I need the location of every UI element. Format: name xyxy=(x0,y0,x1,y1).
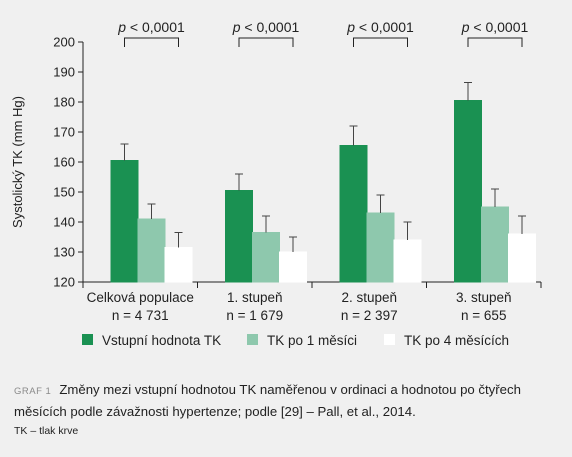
bar xyxy=(164,247,193,283)
y-axis-label: Systolický TK (mm Hg) xyxy=(10,96,25,228)
legend-label: TK po 1 měsíci xyxy=(267,333,357,348)
y-tick-label: 170 xyxy=(53,125,75,140)
y-tick-label: 140 xyxy=(53,215,75,230)
bar xyxy=(137,218,166,283)
legend-swatch xyxy=(384,334,395,345)
category-label: 3. stupeň xyxy=(456,290,512,305)
bar-chart: 120 130 140 150 160 170 180 190 200 Systolický TK… xyxy=(10,19,542,348)
caption-label: GRAF 1 xyxy=(14,386,52,397)
legend-label: TK po 4 měsících xyxy=(404,333,509,348)
significance-bracket xyxy=(124,37,179,47)
y-tick-label: 190 xyxy=(53,65,75,80)
y-tick-label: 180 xyxy=(53,95,75,110)
bar xyxy=(339,145,368,283)
legend-swatch xyxy=(82,334,93,345)
significance-bracket xyxy=(467,37,523,47)
significance-label: p < 0,0001 xyxy=(232,19,300,35)
y-tick-label: 130 xyxy=(53,245,75,260)
bar xyxy=(508,233,536,283)
significance-bracket xyxy=(238,37,294,47)
category-n-label: n = 655 xyxy=(461,308,506,323)
y-tick-label: 160 xyxy=(53,155,75,170)
category-label: 1. stupeň xyxy=(227,290,283,305)
bar xyxy=(225,190,253,283)
category-n-label: n = 2 397 xyxy=(341,308,398,323)
y-tick-label: 200 xyxy=(53,35,75,50)
y-tick-label: 120 xyxy=(53,275,75,290)
category-label: Celková populace xyxy=(87,290,194,305)
category-n-label: n = 1 679 xyxy=(226,308,283,323)
significance-label: p < 0,0001 xyxy=(117,19,185,35)
caption-text: Změny mezi vstupní hodnotou TK naměřenou… xyxy=(14,382,521,419)
bar xyxy=(110,160,139,283)
bar xyxy=(454,100,482,283)
bar xyxy=(393,239,422,283)
abbreviation-note: TK – tlak krve xyxy=(14,425,79,437)
significance-bracket xyxy=(353,37,408,47)
bar xyxy=(252,232,280,283)
legend-label: Vstupní hodnota TK xyxy=(102,333,221,348)
bar xyxy=(279,251,307,283)
y-tick-label: 150 xyxy=(53,185,75,200)
significance-label: p < 0,0001 xyxy=(461,19,529,35)
category-n-label: n = 4 731 xyxy=(112,308,169,323)
legend-swatch xyxy=(247,334,258,345)
bar xyxy=(366,212,395,283)
significance-label: p < 0,0001 xyxy=(346,19,414,35)
category-label: 2. stupeň xyxy=(341,290,397,305)
figure-caption: GRAF 1 Změny mezi vstupní hodnotou TK nam… xyxy=(14,380,562,422)
bar xyxy=(481,206,509,283)
